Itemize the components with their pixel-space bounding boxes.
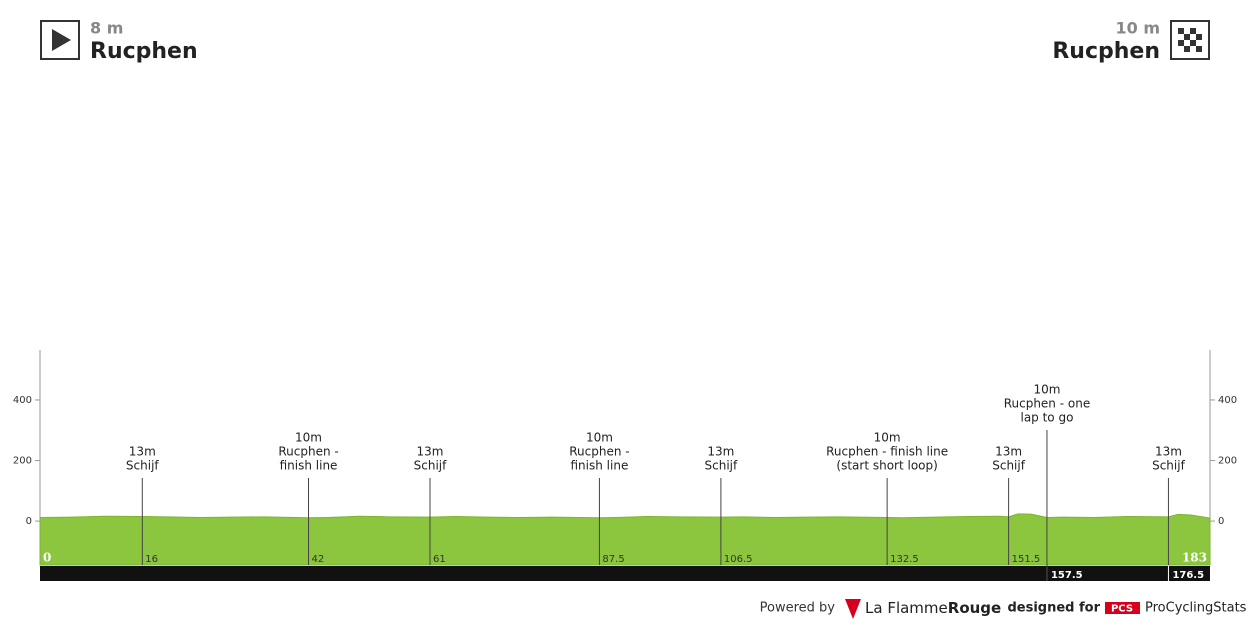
annotation-elevation: 13m [417, 445, 444, 459]
brand: La FlammeRouge [865, 599, 1001, 617]
annotation-elevation: 10m [586, 431, 613, 445]
brand-a: La Flamme [865, 599, 948, 617]
lap-strip [40, 566, 1210, 581]
km-label: 87.5 [602, 554, 624, 565]
powered-by: Powered by [760, 601, 836, 616]
annotation-elevation: 13m [707, 445, 734, 459]
lap-label: 157.5 [1051, 570, 1083, 581]
y-tick-label: 200 [13, 456, 32, 467]
start-name: Rucphen [90, 39, 198, 64]
annotation-elevation: 13m [995, 445, 1022, 459]
annotation-name: (start short loop) [836, 459, 937, 473]
km-label: 151.5 [1012, 554, 1041, 565]
start-elevation: 8 m [90, 19, 123, 38]
km-label-end: 0 [43, 551, 51, 565]
designed-for: designed for [1007, 601, 1100, 616]
finish-elevation: 10 m [1115, 19, 1160, 38]
annotation-name: Schijf [126, 459, 159, 473]
y-tick-label: 400 [13, 395, 32, 406]
annotation-elevation: 13m [129, 445, 156, 459]
flamme-logo [845, 599, 861, 619]
finish-name: Rucphen [1052, 39, 1160, 64]
annotation-name: Rucphen - one [1004, 397, 1091, 411]
km-label: 42 [312, 554, 325, 565]
y-tick-label: 0 [26, 516, 32, 527]
km-label: 16 [145, 554, 158, 565]
annotation-name: Schijf [1152, 459, 1185, 473]
lap-label: 176.5 [1172, 570, 1204, 581]
annotation-name: Rucphen - [278, 445, 338, 459]
site-name: ProCyclingStats [1145, 601, 1247, 616]
pcs-logo [1105, 602, 1140, 614]
y-tick-label: 0 [1218, 516, 1224, 527]
elevation-area [39, 513, 1211, 566]
checker-icon [1178, 28, 1202, 52]
annotation-name: Schijf [705, 459, 738, 473]
annotation-elevation: 10m [295, 431, 322, 445]
play-icon [52, 29, 71, 51]
start-icon [40, 20, 80, 60]
pcs-text: PCS [1111, 604, 1133, 615]
annotation-elevation: 10m [874, 431, 901, 445]
annotation-elevation: 13m [1155, 445, 1182, 459]
km-label: 106.5 [724, 554, 753, 565]
km-label-end: 183 [1182, 551, 1207, 565]
annotation-elevation: 10m [1033, 383, 1060, 397]
annotation-name: finish line [280, 459, 338, 473]
annotation-name: Rucphen - [569, 445, 629, 459]
y-tick-label: 200 [1218, 456, 1237, 467]
y-tick-label: 400 [1218, 395, 1237, 406]
annotation-name: Rucphen - finish line [826, 445, 948, 459]
brand-b: Rouge [948, 599, 1001, 617]
annotation-name: Schijf [414, 459, 447, 473]
km-label: 132.5 [890, 554, 919, 565]
annotation-name: Schijf [992, 459, 1025, 473]
km-label: 61 [433, 554, 446, 565]
annotation-name: finish line [571, 459, 629, 473]
annotation-name: lap to go [1020, 411, 1073, 425]
